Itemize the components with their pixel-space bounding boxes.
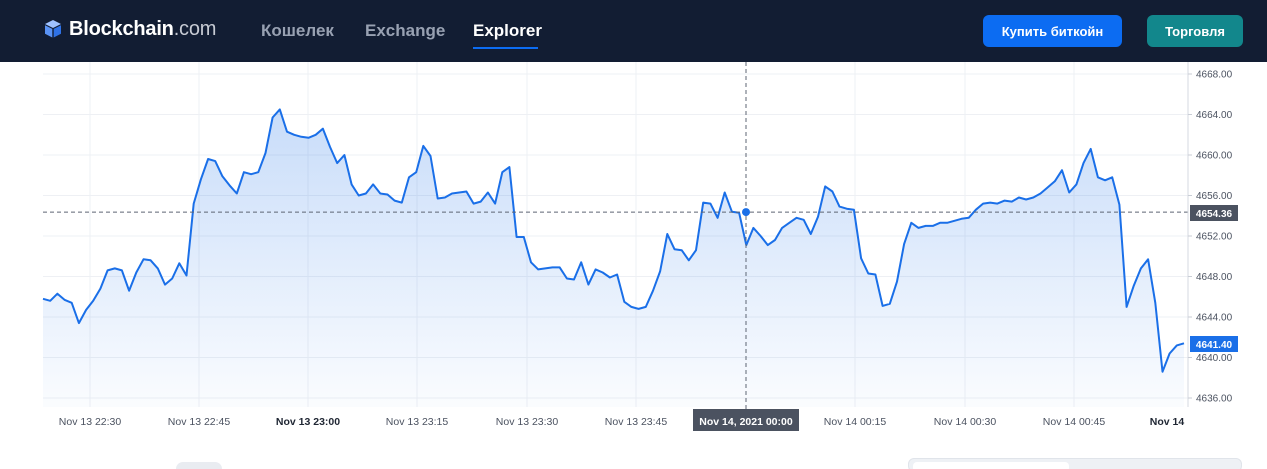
x-tick-label: Nov 13 23:00 [276, 416, 340, 428]
bottom-segment-active[interactable] [913, 462, 1069, 469]
nav-wallet[interactable]: Кошелек [261, 21, 334, 40]
logo-main: Blockchain [69, 17, 174, 40]
last-price-label: 4641.40 [1190, 336, 1238, 352]
x-tick-label: Nov 13 22:45 [168, 416, 231, 428]
y-tick-label: 4640.00 [1196, 353, 1233, 364]
blockchain-logo-icon [45, 20, 61, 38]
logo-text: Blockchain.com [69, 18, 216, 41]
y-tick-label: 4664.00 [1196, 110, 1233, 121]
y-tick-label: 4656.00 [1196, 191, 1233, 202]
y-tick-label: 4648.00 [1196, 272, 1233, 283]
x-tick-label: Nov 13 22:30 [59, 416, 122, 428]
x-tick-label: Nov 14 00:30 [934, 416, 997, 428]
y-tick-label: 4644.00 [1196, 313, 1233, 324]
crosshair-value-label: 4654.36 [1190, 205, 1238, 221]
price-line [42, 108, 1185, 373]
nav-explorer[interactable]: Explorer [473, 21, 542, 40]
bottom-toggle[interactable] [176, 462, 222, 469]
crosshair-point [742, 208, 750, 217]
nav-exchange[interactable]: Exchange [365, 21, 446, 40]
y-axis-ticks: 4668.00 4664.00 4660.00 4656.00 4652.00 4648.… [1188, 70, 1233, 405]
last-price-text: 4641.40 [1196, 340, 1233, 351]
buy-bitcoin-button[interactable]: Купить биткойн [983, 15, 1122, 47]
top-navbar: Blockchain.com Кошелек Exchange Explorer… [0, 0, 1267, 62]
price-area-fill [43, 109, 1184, 408]
nav-active-underline [473, 47, 538, 49]
logo-suffix: .com [173, 17, 217, 40]
y-tick-label: 4660.00 [1196, 151, 1233, 162]
y-tick-label: 4652.00 [1196, 232, 1233, 243]
crosshair-time-badge [693, 409, 799, 431]
blockchain-logo[interactable]: Blockchain.com [43, 17, 216, 41]
y-tick-label: 4668.00 [1196, 70, 1233, 81]
trade-button[interactable]: Торговля [1147, 15, 1243, 47]
x-tick-label: Nov 14 00:15 [824, 416, 887, 428]
crosshair-time-label: Nov 14, 2021 00:00 [699, 416, 793, 428]
bottom-segment-control[interactable] [908, 458, 1242, 469]
x-tick-label: Nov 14 00:45 [1043, 416, 1106, 428]
x-tick-label: Nov 13 23:30 [496, 416, 559, 428]
y-tick-label: 4636.00 [1196, 394, 1233, 405]
x-tick-label: Nov 13 23:45 [605, 416, 668, 428]
x-axis-ticks: Nov 13 22:30 Nov 13 22:45 Nov 13 23:00 Nov … [59, 409, 1185, 431]
x-tick-label: Nov 13 23:15 [386, 416, 449, 428]
crosshair-value-text: 4654.36 [1196, 209, 1233, 220]
price-chart[interactable]: 4668.00 4664.00 4660.00 4656.00 4652.00 4648.… [0, 62, 1267, 469]
price-chart-svg[interactable]: 4668.00 4664.00 4660.00 4656.00 4652.00 4648.… [0, 62, 1267, 469]
x-tick-label: Nov 14 [1150, 416, 1185, 428]
